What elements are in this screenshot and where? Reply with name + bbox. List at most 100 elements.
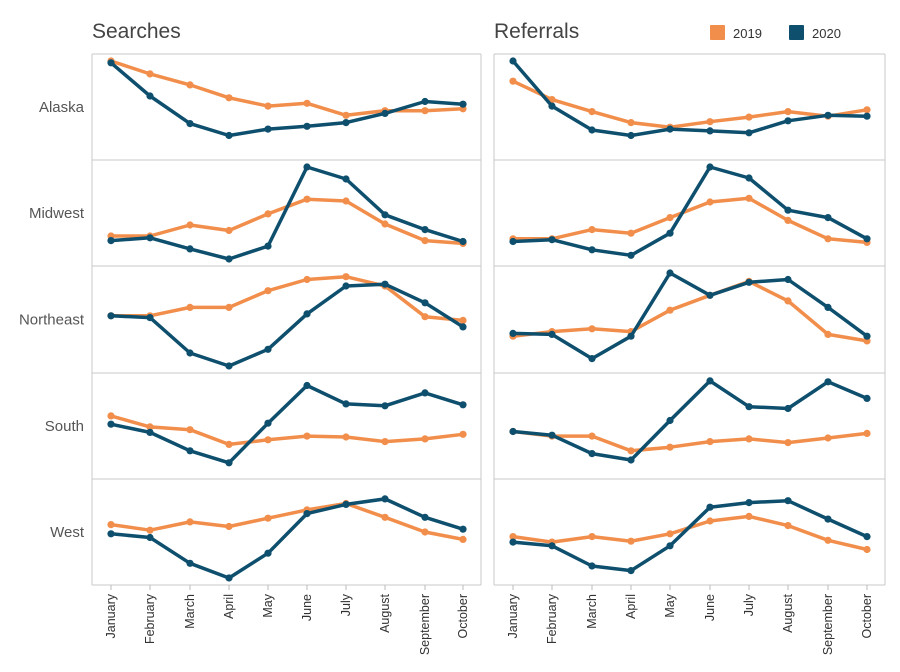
tick-label-referrals-july: July	[742, 593, 756, 616]
point-2019-june	[303, 432, 311, 440]
point-2020-july	[745, 499, 753, 507]
point-2020-october	[459, 237, 467, 246]
tick-label-searches-june: June	[300, 594, 314, 621]
point-2020-june	[303, 310, 311, 318]
point-2019-august	[784, 108, 792, 116]
tick-label-searches-august: August	[378, 593, 392, 632]
row-label-northeast: Northeast	[19, 312, 85, 329]
point-2020-may	[666, 229, 674, 237]
row-label-midwest: Midwest	[29, 205, 85, 222]
point-2020-june	[303, 163, 311, 171]
series-line-2019	[109, 501, 465, 542]
point-2019-february	[146, 70, 154, 78]
point-2019-august	[784, 522, 792, 530]
series-line-2020	[511, 165, 869, 258]
panel-referrals-northeast	[509, 269, 871, 363]
point-2019-march	[588, 432, 596, 440]
point-2020-january	[107, 420, 115, 428]
point-2020-may	[264, 125, 272, 133]
tick-label-searches-february: February	[143, 593, 157, 644]
point-2019-march	[588, 226, 596, 234]
point-2019-august	[381, 513, 389, 521]
point-2020-july	[745, 403, 753, 411]
point-2019-april	[225, 226, 233, 235]
point-2019-july	[745, 113, 753, 121]
point-2019-september	[421, 237, 429, 245]
panel-referrals-west	[509, 497, 871, 575]
panel-searches-west	[107, 495, 467, 582]
point-2020-march	[186, 447, 194, 455]
legend-label-2019: 2019	[733, 26, 762, 41]
point-2019-may	[666, 306, 674, 314]
tick-label-referrals-october: October	[860, 594, 874, 638]
point-2019-august	[784, 297, 792, 305]
point-2019-april	[627, 229, 635, 237]
legend-swatch-2019	[710, 25, 725, 40]
tick-label-referrals-february: February	[545, 593, 559, 644]
point-2020-october	[863, 332, 871, 340]
point-2020-may	[666, 125, 674, 133]
point-2019-september	[421, 528, 429, 536]
tick-label-searches-april: April	[222, 594, 236, 619]
x-axis: January February March April May June July Augu…	[104, 585, 874, 655]
point-2020-august	[784, 117, 792, 125]
point-2020-february	[548, 542, 556, 550]
point-2020-june	[706, 503, 714, 511]
point-2020-march	[588, 126, 596, 134]
tick-label-referrals-september: September	[821, 594, 835, 655]
panel-referrals-south	[509, 377, 871, 464]
point-2020-february	[146, 92, 154, 100]
point-2019-january	[509, 77, 517, 85]
point-2020-february	[548, 102, 556, 110]
point-2019-march	[186, 81, 194, 89]
point-2020-january	[509, 57, 517, 65]
tick-label-searches-may: May	[261, 593, 275, 617]
point-2020-june	[303, 381, 311, 390]
point-2020-may	[666, 416, 674, 425]
series-lines	[107, 57, 871, 582]
point-2020-april	[225, 255, 233, 263]
point-2020-june	[303, 509, 311, 518]
point-2020-april	[225, 459, 233, 467]
point-2019-august	[784, 216, 792, 224]
point-2020-september	[824, 515, 832, 523]
point-2020-august	[784, 206, 792, 214]
point-2020-august	[784, 497, 792, 505]
panel-searches-northeast	[107, 273, 467, 370]
point-2019-april	[627, 119, 635, 127]
point-2019-june	[706, 118, 714, 126]
point-2020-october	[863, 394, 871, 402]
point-2020-april	[627, 456, 635, 464]
point-2020-august	[784, 275, 792, 284]
panel-searches-south	[107, 381, 467, 467]
point-2020-march	[186, 120, 194, 128]
point-2019-june	[303, 195, 311, 203]
row-label-west: West	[50, 524, 85, 541]
point-2020-february	[548, 431, 556, 439]
point-2019-september	[824, 434, 832, 442]
panel-referrals-midwest	[509, 163, 871, 259]
tick-label-referrals-april: April	[624, 594, 638, 619]
tick-label-searches-september: September	[418, 594, 432, 655]
tick-label-searches-march: March	[183, 594, 197, 629]
point-2020-january	[509, 427, 517, 436]
series-line-2019	[511, 429, 869, 453]
point-2020-august	[381, 109, 389, 117]
point-2019-january	[107, 521, 115, 529]
legend-label-2020: 2020	[812, 26, 841, 41]
tick-label-referrals-may: May	[663, 593, 677, 617]
tick-label-referrals-january: January	[506, 593, 520, 638]
series-line-2019	[511, 196, 869, 245]
point-2019-july	[342, 273, 350, 281]
series-line-2019	[511, 514, 869, 552]
point-2019-september	[824, 536, 832, 544]
point-2019-february	[146, 526, 154, 534]
point-2019-july	[342, 433, 350, 441]
point-2019-march	[588, 108, 596, 116]
point-2020-september	[421, 513, 429, 521]
point-2019-april	[225, 303, 233, 311]
point-2019-october	[863, 106, 871, 114]
point-2019-october	[459, 535, 467, 544]
point-2019-march	[186, 303, 194, 311]
point-2019-june	[706, 517, 714, 525]
